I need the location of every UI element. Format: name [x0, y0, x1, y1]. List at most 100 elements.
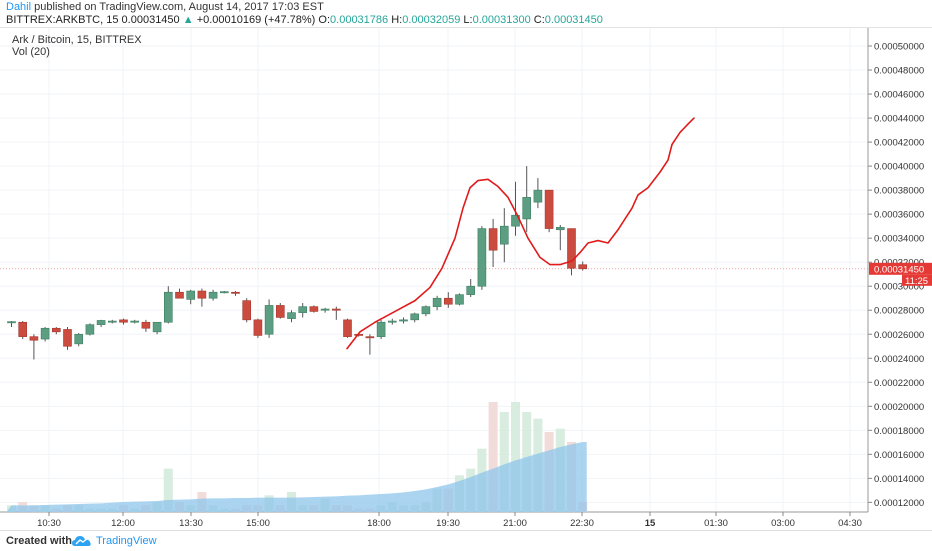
candle: [287, 312, 296, 319]
candle: [309, 306, 319, 312]
x-tick-label: 03:00: [771, 518, 795, 529]
candle: [343, 319, 352, 337]
tradingview-cloud-icon: [72, 536, 91, 546]
price-tag-value: 0.00031450: [874, 264, 924, 275]
countdown-tag: [902, 274, 932, 286]
candle: [108, 320, 117, 323]
candle: [466, 285, 476, 295]
candle: [365, 336, 375, 339]
published-text: published on TradingView.com, August 14,…: [34, 1, 324, 13]
candle: [298, 306, 308, 313]
candle: [499, 225, 509, 245]
author-link[interactable]: Dahil: [6, 1, 32, 13]
candle: [555, 227, 565, 231]
freehand-drawing: [346, 117, 695, 350]
candle: [51, 327, 61, 333]
candle: [432, 297, 442, 307]
candle: [130, 320, 139, 323]
y-tick-label: 0.00044000: [874, 114, 924, 125]
y-tick-label: 0.00048000: [874, 66, 924, 77]
candle: [275, 305, 285, 318]
candle: [410, 313, 420, 321]
close-label: C:: [533, 14, 545, 26]
candle: [443, 297, 453, 305]
y-tick-label: 0.00034000: [874, 234, 924, 245]
candle: [387, 320, 397, 323]
candle: [18, 321, 28, 337]
y-tick-label: 0.00050000: [874, 42, 924, 53]
volume-bar: [163, 468, 173, 512]
y-tick-label: 0.00016000: [874, 450, 924, 461]
x-tick-label: 18:00: [367, 518, 391, 529]
footer: Created with TradingView: [0, 530, 932, 551]
high-label: H:: [391, 14, 403, 26]
y-tick-label: 0.00030000: [874, 282, 924, 293]
y-tick-label: 0.00042000: [874, 138, 924, 149]
x-tick-label: 19:30: [436, 518, 460, 529]
y-tick-label: 0.00028000: [874, 306, 924, 317]
candle: [85, 324, 95, 335]
candle: [231, 291, 240, 294]
candle: [578, 264, 588, 270]
created-with-label: Created with: [6, 535, 73, 547]
candle: [7, 321, 16, 324]
tradingview-brand-link[interactable]: TradingView: [96, 535, 157, 547]
candle: [74, 333, 83, 345]
candle: [220, 291, 229, 294]
y-tick-label: 0.00046000: [874, 90, 924, 101]
candle: [331, 308, 341, 311]
candle: [63, 329, 72, 347]
candle: [522, 197, 532, 220]
price-tag: [869, 262, 932, 275]
y-tick-label: 0.00020000: [874, 402, 924, 413]
volume-ma-area: [6, 442, 587, 512]
candle: [421, 306, 431, 315]
x-tick-label: 01:30: [704, 518, 728, 529]
candle: [119, 319, 128, 323]
candle: [197, 290, 207, 299]
price-chart[interactable]: 0.00050000 0.00048000 0.00046000 0.00044000…: [0, 28, 932, 531]
x-tick-label: 15: [645, 518, 656, 529]
y-tick-label: 0.00040000: [874, 162, 924, 173]
countdown-value: 11:25: [905, 276, 928, 287]
candle: [399, 319, 408, 322]
y-tick-label: 0.00022000: [874, 378, 924, 389]
x-tick-label: 12:00: [111, 518, 135, 529]
y-tick-label: 0.00014000: [874, 474, 924, 485]
low-value: 0.00031300: [472, 14, 531, 26]
candle: [253, 319, 263, 336]
series-legend[interactable]: Ark / Bitcoin, 15, BITTREX: [12, 34, 142, 46]
candle: [544, 189, 554, 229]
candle: [455, 294, 464, 305]
candle: [96, 320, 106, 325]
x-tick-label: 04:30: [838, 518, 862, 529]
x-tick-label: 10:30: [37, 518, 61, 529]
close-value: 0.00031450: [544, 14, 603, 26]
open-label: O:: [318, 14, 331, 26]
candle: [29, 336, 39, 341]
x-tick-label: 15:00: [246, 518, 270, 529]
x-tick-label: 22:30: [570, 518, 594, 529]
price-change: +0.00010169 (+47.78%): [196, 14, 316, 26]
up-arrow-icon: ▲: [182, 14, 194, 26]
low-label: L:: [463, 14, 473, 26]
open-value: 0.00031786: [330, 14, 389, 26]
candle: [477, 228, 487, 287]
chart-area[interactable]: 0.00050000 0.00048000 0.00046000 0.00044000…: [0, 27, 932, 531]
candle: [164, 291, 173, 323]
volume-bar: [499, 412, 509, 512]
y-tick-label: 0.00018000: [874, 426, 924, 437]
high-value: 0.00032059: [402, 14, 461, 26]
symbol: BITTREX:ARKBTC, 15: [6, 14, 119, 26]
candle: [40, 327, 50, 340]
candle: [141, 321, 151, 329]
candle: [186, 290, 195, 300]
y-tick-label: 0.00012000: [874, 498, 924, 509]
candle: [488, 228, 498, 251]
candle: [242, 300, 251, 321]
y-tick-label: 0.00036000: [874, 210, 924, 221]
candle: [376, 321, 386, 337]
x-tick-label: 21:00: [503, 518, 527, 529]
volume-legend[interactable]: Vol (20): [12, 46, 50, 58]
symbol-line: BITTREX:ARKBTC, 15 0.00031450 ▲ +0.00010…: [6, 14, 603, 26]
